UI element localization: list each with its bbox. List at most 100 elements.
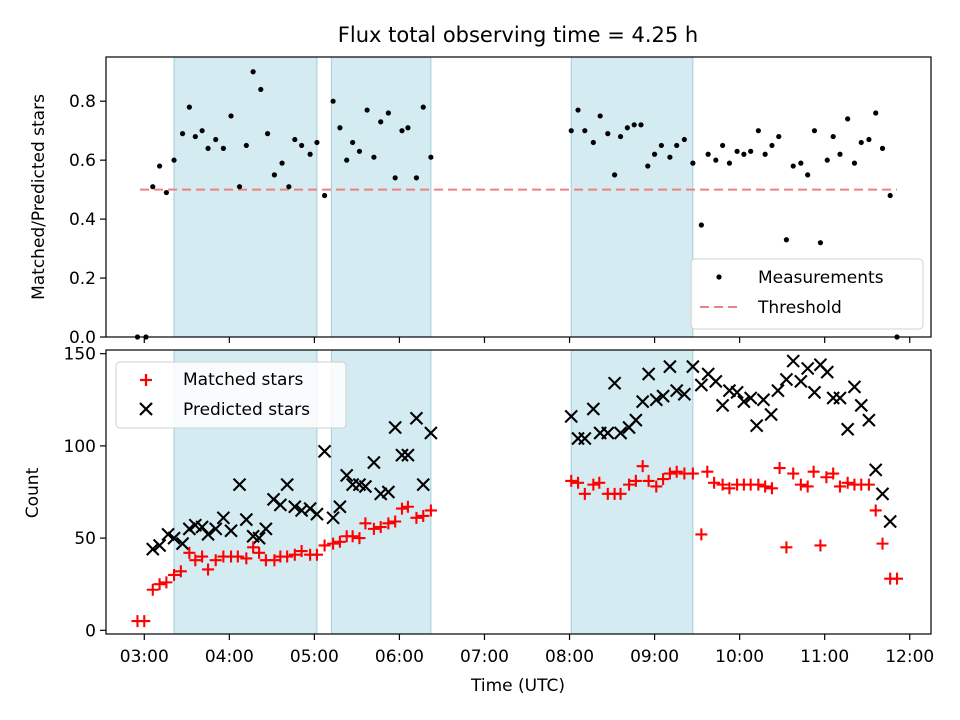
measurement-point	[705, 151, 711, 157]
predicted-star-point	[607, 376, 622, 390]
x-tick-label: 08:00	[545, 647, 594, 667]
predicted-star-point	[694, 378, 709, 392]
legend-matched-label: Matched stars	[183, 370, 303, 390]
predicted-star-point	[578, 431, 592, 446]
legend-predicted-label: Predicted stars	[183, 400, 310, 420]
predicted-star-point	[339, 468, 354, 483]
matched-star-point	[382, 517, 395, 530]
matched-star-point	[327, 537, 340, 550]
bottom-y-axis-label: Count	[23, 467, 43, 518]
matched-star-point	[183, 546, 196, 559]
measurement-point	[776, 133, 782, 140]
measurement-point	[171, 157, 177, 163]
predicted-star-point	[794, 374, 808, 389]
matched-star-point	[723, 482, 736, 495]
measurement-point	[590, 139, 596, 146]
measurement-point	[420, 104, 426, 110]
measurement-point	[698, 222, 704, 228]
matched-star-point	[424, 504, 437, 517]
measurement-point	[769, 142, 775, 149]
top-legend-box	[690, 258, 924, 330]
measurement-point	[755, 128, 761, 134]
matched-star-point	[281, 550, 294, 563]
matched-star-point	[578, 487, 591, 500]
predicted-star-point	[737, 394, 751, 409]
matched-star-point	[196, 550, 209, 563]
measurement-points	[134, 69, 900, 340]
matched-star-point	[572, 476, 585, 489]
measurement-point	[220, 145, 226, 151]
predicted-star-point	[709, 374, 723, 389]
predicted-star-point	[252, 531, 266, 545]
predicted-star-point	[381, 485, 396, 499]
predicted-star-point	[395, 448, 409, 462]
predicted-star-point	[586, 402, 601, 416]
observing-interval-band	[173, 56, 318, 338]
predicted-star-point	[564, 409, 578, 424]
legend-matched-marker	[140, 374, 152, 386]
y-tick-label: 150	[64, 345, 96, 365]
predicted-star-point	[409, 411, 424, 425]
measurement-point	[798, 160, 804, 166]
predicted-star-point	[686, 359, 700, 374]
predicted-star-point	[280, 477, 294, 492]
measurement-point	[243, 142, 249, 149]
x-tick-label: 04:00	[205, 647, 254, 667]
predicted-star-point	[669, 383, 684, 398]
legend-threshold-label: Threshold	[757, 298, 842, 318]
predicted-star-point	[635, 394, 650, 409]
predicted-stars-points	[146, 354, 897, 556]
predicted-star-point	[273, 498, 288, 512]
measurement-point	[350, 139, 356, 146]
bottom-x-ticks: 03:00 04:00 05:00 06:00 07:00 08:00 09:00 10:00…	[120, 634, 934, 667]
measurement-point	[371, 154, 377, 160]
matched-star-point	[708, 476, 721, 489]
matched-star-point	[395, 502, 408, 515]
matched-star-point	[333, 535, 346, 548]
measurement-point	[612, 172, 618, 178]
matched-stars-points	[131, 460, 903, 628]
matched-star-point	[629, 474, 642, 487]
bottom-legend-box	[115, 361, 347, 429]
matched-star-point	[593, 476, 606, 489]
matched-star-point	[353, 532, 366, 545]
measurement-point	[321, 192, 328, 199]
predicted-star-point	[201, 527, 215, 542]
measurement-point	[726, 160, 733, 166]
predicted-star-point	[146, 542, 160, 556]
measurement-point	[428, 154, 434, 160]
predicted-star-point	[854, 398, 869, 413]
matched-star-point	[240, 552, 253, 565]
matched-star-point	[862, 478, 875, 491]
predicted-star-point	[167, 531, 181, 545]
predicted-star-point	[862, 413, 876, 427]
bottom-y-ticks: 0 50 100 150	[64, 345, 106, 641]
matched-star-point	[209, 554, 222, 567]
measurement-point	[624, 125, 630, 131]
matched-star-point	[752, 478, 765, 491]
matched-star-point	[614, 487, 627, 500]
observing-interval-band	[570, 56, 694, 338]
predicted-star-point	[715, 398, 730, 413]
y-tick-label: 0.2	[69, 269, 96, 289]
predicted-star-point	[367, 455, 381, 470]
measurement-point	[405, 125, 411, 131]
measurement-point	[330, 98, 336, 104]
matched-star-point	[890, 572, 903, 585]
predicted-star-point	[779, 372, 794, 387]
predicted-star-point	[868, 463, 883, 477]
matched-star-point	[833, 480, 846, 493]
measurement-point	[674, 142, 680, 149]
x-tick-label: 03:00	[120, 647, 169, 667]
matched-star-point	[780, 541, 793, 554]
matched-star-point	[841, 476, 854, 489]
matched-star-point	[794, 478, 807, 491]
measurement-point	[658, 142, 664, 149]
predicted-star-point	[310, 507, 324, 521]
predicted-star-point	[641, 367, 656, 381]
chart-title: Flux total observing time = 4.25 h	[338, 23, 698, 47]
predicted-star-point	[764, 407, 778, 422]
measurement-point	[713, 157, 719, 163]
observing-interval-band	[330, 56, 432, 338]
